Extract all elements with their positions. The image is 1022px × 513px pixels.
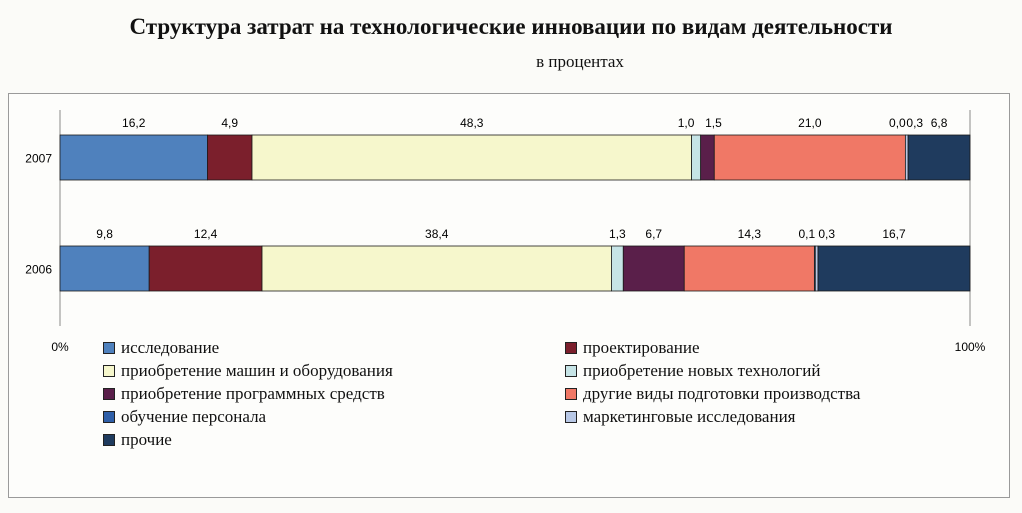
legend-item: маркетинговые исследования	[565, 407, 796, 427]
legend-swatch	[565, 342, 577, 354]
legend-swatch	[565, 411, 577, 423]
legend-item: прочие	[103, 430, 172, 450]
bar-segment	[907, 134, 971, 181]
data-label: 4,9	[221, 116, 238, 130]
data-label: 6,8	[931, 116, 948, 130]
legend-item: обучение персонала	[103, 407, 266, 427]
x-tick-label: 100%	[955, 340, 986, 354]
bar-segment	[904, 134, 909, 181]
bar-segment	[683, 245, 815, 292]
bar-segment	[59, 134, 208, 181]
legend-swatch	[103, 388, 115, 400]
data-label: 0,3	[818, 227, 835, 241]
legend-label: обучение персонала	[121, 407, 267, 426]
legend-label: исследование	[121, 338, 220, 357]
legend-swatch	[103, 434, 115, 446]
bar-segment	[713, 134, 906, 181]
bar-segment	[700, 134, 715, 181]
legend-swatch	[565, 388, 577, 400]
bar-segment	[207, 134, 253, 181]
legend-label: прочие	[121, 430, 172, 449]
chart-legend: исследование проектирование приобретение м…	[103, 338, 963, 488]
bar-segment	[261, 245, 612, 292]
bar-segment	[817, 245, 971, 292]
data-label: 1,3	[609, 227, 626, 241]
data-label: 48,3	[460, 116, 484, 130]
legend-label: приобретение машин и оборудования	[121, 361, 393, 380]
x-tick-label: 0%	[51, 340, 69, 354]
chart-title: Структура затрат на технологические инно…	[129, 14, 893, 39]
legend-item: приобретение программных средств	[103, 384, 385, 404]
legend-label: другие виды подготовки производства	[583, 384, 861, 403]
data-label: 1,0	[678, 116, 695, 130]
data-label: 0,3	[906, 116, 923, 130]
bar-segment	[622, 245, 685, 292]
chart-subtitle: в процентах	[536, 52, 624, 71]
data-label: 12,4	[194, 227, 218, 241]
data-label: 6,7	[645, 227, 662, 241]
data-label: 14,3	[738, 227, 762, 241]
bar-segment	[251, 134, 692, 181]
data-label: 16,2	[122, 116, 146, 130]
legend-label: проектирование	[583, 338, 700, 357]
legend-swatch	[103, 411, 115, 423]
bar-segment	[611, 245, 624, 292]
data-label: 9,8	[96, 227, 113, 241]
legend-swatch	[103, 365, 115, 377]
data-label: 0,1	[799, 227, 816, 241]
legend-swatch	[103, 342, 115, 354]
legend-item: приобретение новых технологий	[565, 361, 820, 381]
bar-segment	[691, 134, 702, 181]
legend-label: маркетинговые исследования	[583, 407, 796, 426]
bar-segment	[59, 245, 150, 292]
data-label: 1,5	[705, 116, 722, 130]
data-label: 0,0	[889, 116, 906, 130]
data-label: 21,0	[798, 116, 822, 130]
legend-label: приобретение новых технологий	[583, 361, 821, 380]
bar-segment	[814, 245, 819, 292]
legend-item: проектирование	[565, 338, 700, 358]
category-label: 2007	[25, 152, 52, 166]
legend-item: исследование	[103, 338, 219, 358]
bar-segment	[148, 245, 263, 292]
legend-swatch	[565, 365, 577, 377]
data-label: 38,4	[425, 227, 449, 241]
category-label: 2006	[25, 263, 52, 277]
legend-label: приобретение программных средств	[121, 384, 385, 403]
legend-item: приобретение машин и оборудования	[103, 361, 393, 381]
legend-item: другие виды подготовки производства	[565, 384, 860, 404]
data-label: 16,7	[882, 227, 906, 241]
